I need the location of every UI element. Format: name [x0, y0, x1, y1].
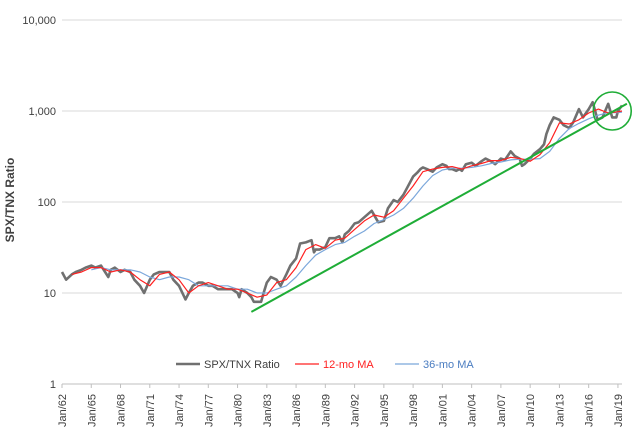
trendline	[250, 102, 628, 313]
x-tick-label: Jan/16	[584, 394, 596, 427]
x-tick-label: Jan/19	[613, 394, 625, 427]
x-tick-label: Jan/89	[320, 394, 332, 427]
x-tick-label: Jan/98	[408, 394, 420, 427]
x-tick-label: Jan/01	[437, 394, 449, 427]
y-tick-label: 1	[50, 379, 56, 391]
highlight-circle	[592, 91, 633, 131]
x-tick-label: Jan/68	[116, 394, 128, 427]
y-tick-label: 100	[38, 197, 56, 209]
legend: SPX/TNX Ratio 12-mo MA 36-mo MA	[176, 359, 474, 371]
y-tick-label: 10	[44, 288, 56, 300]
x-tick-label: Jan/07	[496, 394, 508, 427]
x-tick-label: Jan/04	[467, 394, 479, 427]
x-tick-label: Jan/62	[57, 394, 69, 427]
x-tick-label: Jan/83	[262, 394, 274, 427]
x-tick-label: Jan/95	[379, 394, 391, 427]
legend-label: 36-mo MA	[423, 359, 474, 371]
y-axis-title: SPX/TNX Ratio	[3, 158, 17, 243]
y-tick-label: 10,000	[22, 15, 56, 27]
series-line-36-mo-ma	[91, 111, 623, 294]
x-tick-label: Jan/13	[554, 394, 566, 427]
x-tick-label: Jan/10	[525, 394, 537, 427]
legend-label: 12-mo MA	[323, 359, 374, 371]
y-tick-labels: 1 10 100 1,000 10,000	[22, 15, 56, 391]
x-tick-label: Jan/65	[86, 394, 98, 427]
x-tick-label: Jan/71	[145, 394, 157, 427]
x-tick-label: Jan/86	[291, 394, 303, 427]
annotations	[250, 91, 633, 313]
x-tick-label: Jan/77	[203, 394, 215, 427]
x-tick-labels: Jan/62 Jan/65 Jan/68 Jan/71 Jan/74 Jan/77 Jan/…	[57, 384, 625, 427]
gridlines	[62, 19, 622, 294]
x-tick-label: Jan/80	[233, 394, 245, 427]
y-tick-label: 1,000	[28, 106, 56, 118]
series-lines	[60, 100, 624, 304]
x-tick-label: Jan/74	[174, 394, 186, 427]
legend-label: SPX/TNX Ratio	[204, 359, 280, 371]
x-tick-label: Jan/92	[350, 394, 362, 427]
series-line-12-mo-ma	[71, 108, 623, 298]
